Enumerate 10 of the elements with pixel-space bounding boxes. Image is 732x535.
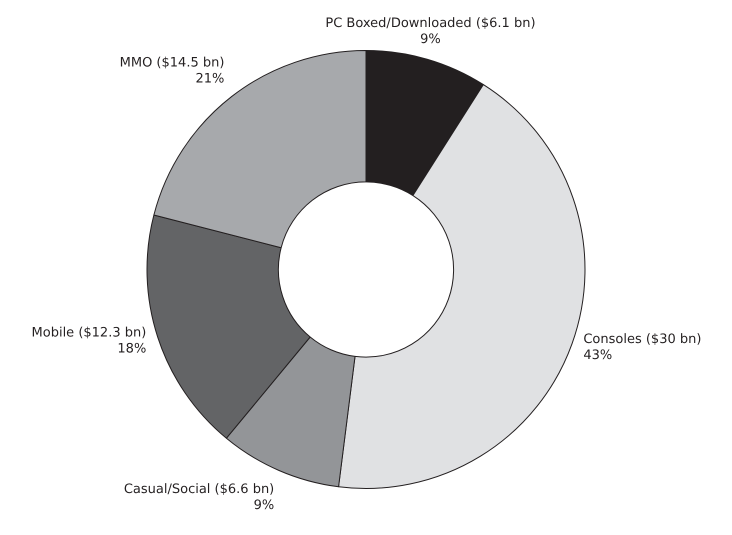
slice-label: MMO ($14.5 bn) — [120, 55, 224, 70]
slice-label: PC Boxed/Downloaded ($6.1 bn) — [325, 16, 536, 32]
slice-label: Mobile ($12.3 bn) — [32, 325, 146, 340]
data-label: 9% — [420, 32, 441, 48]
data-label: 9% — [254, 498, 274, 513]
slice-label: Consoles ($30 bn) — [583, 332, 702, 348]
data-label: 43% — [583, 348, 612, 364]
slice-label: Casual/Social ($6.6 bn) — [124, 482, 274, 497]
data-label: 18% — [117, 341, 146, 356]
data-label: 21% — [196, 71, 224, 86]
